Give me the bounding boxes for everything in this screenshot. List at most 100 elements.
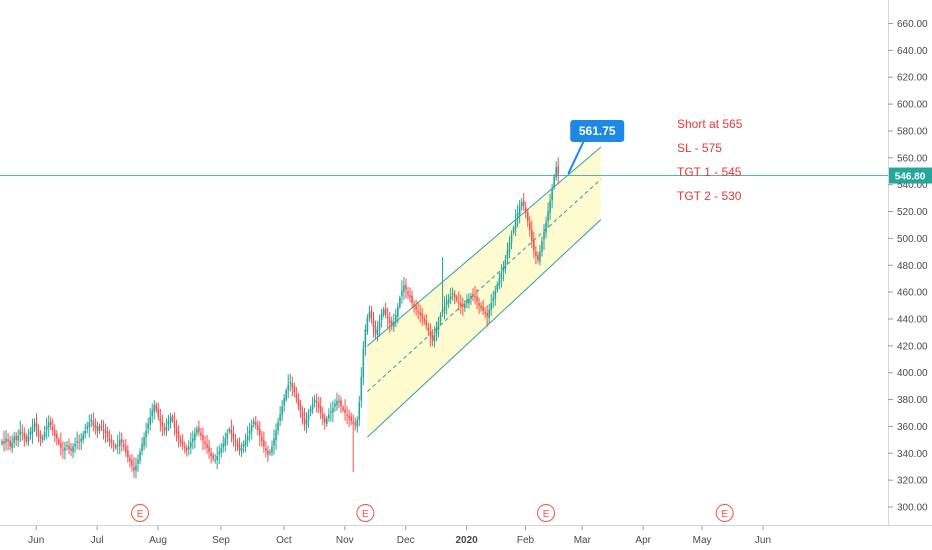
candle	[307, 408, 310, 428]
candle	[285, 388, 287, 402]
candle-body	[352, 421, 354, 424]
candle-body	[141, 443, 143, 452]
candle-body	[256, 425, 259, 431]
candle	[129, 454, 131, 468]
earnings-marker-circle[interactable]	[537, 504, 556, 522]
candle-body	[173, 422, 176, 428]
candle-body	[354, 422, 357, 426]
candle-body	[555, 167, 557, 178]
candle	[220, 442, 223, 458]
candle-body	[35, 422, 38, 431]
candle-body	[518, 206, 521, 215]
candle-body	[127, 450, 129, 458]
candle	[143, 432, 145, 451]
candle	[157, 402, 160, 421]
candle-body	[143, 437, 145, 446]
high-marker-pointer	[567, 139, 586, 175]
candle	[127, 444, 129, 463]
candle	[295, 386, 298, 404]
candle-body	[155, 404, 158, 411]
earnings-marker[interactable]: E	[356, 504, 375, 522]
candle	[196, 425, 198, 437]
earnings-marker[interactable]: E	[537, 504, 556, 522]
candle-body	[362, 348, 365, 378]
trade-annotation[interactable]: TGT 1 - 545	[677, 165, 742, 179]
candle	[358, 395, 361, 427]
candle-body	[66, 445, 68, 447]
earnings-marker[interactable]: E	[131, 504, 150, 522]
candle	[466, 294, 468, 309]
candle-body	[376, 329, 379, 336]
candle-body	[181, 441, 184, 446]
candle	[171, 414, 174, 424]
candle	[506, 242, 509, 265]
trade-annotations[interactable]: Short at 565 SL - 575 TGT 1 - 545 TGT 2 - 5…	[677, 117, 743, 203]
high-marker-label: 561.75	[579, 124, 616, 138]
candle	[90, 414, 93, 428]
candle	[194, 427, 196, 449]
candle-body	[445, 301, 448, 305]
current-price-badge	[889, 167, 932, 184]
earnings-marker-circle[interactable]	[131, 504, 150, 522]
trade-annotation[interactable]: TGT 2 - 530	[677, 189, 742, 203]
trade-annotation[interactable]: SL - 575	[677, 141, 722, 155]
candle	[553, 173, 555, 190]
candle	[27, 429, 30, 447]
channel-lower-line[interactable]	[367, 219, 602, 438]
candle-body	[259, 428, 261, 436]
candle-body	[224, 438, 227, 446]
candle	[557, 157, 560, 185]
candle	[482, 299, 484, 316]
candle-body	[366, 317, 369, 332]
candle	[232, 425, 235, 447]
candle-body	[110, 440, 113, 443]
earnings-marker[interactable]: E	[715, 504, 734, 522]
candle	[411, 290, 413, 309]
candle-body	[374, 326, 377, 334]
candle-body	[395, 314, 397, 321]
candle-body	[171, 416, 174, 422]
channel-upper-line[interactable]	[367, 146, 602, 347]
candle	[486, 305, 488, 327]
candle-body	[27, 435, 30, 442]
candle	[423, 314, 426, 326]
candle-body	[512, 227, 515, 233]
candle	[447, 293, 450, 309]
candle	[338, 394, 340, 409]
price-axis[interactable]: 300.00 320.00 340.00 360.00 380.00 400.00 420.…	[888, 0, 932, 550]
regression-channel[interactable]	[367, 146, 602, 438]
candle	[106, 426, 109, 443]
channel-fill	[367, 147, 601, 438]
candle	[169, 412, 172, 429]
candle-body	[163, 428, 166, 431]
candle	[364, 324, 367, 356]
candle-body	[468, 298, 470, 304]
candle-body	[531, 230, 533, 242]
candle	[484, 307, 486, 319]
candle-body	[307, 414, 310, 420]
candle-body	[198, 427, 200, 432]
time-axis[interactable]: Jun Jul Aug Sep Oct Nov Dec 2020 Feb Mar Apr May Jun	[0, 525, 932, 547]
earnings-marker-circle[interactable]	[356, 504, 375, 522]
candle-body	[488, 309, 490, 318]
time-tick-label: Apr	[635, 535, 651, 546]
candle	[3, 430, 5, 452]
trade-annotation[interactable]: Short at 565	[677, 117, 743, 131]
earnings-marker-circle[interactable]	[715, 504, 734, 522]
candle-body	[263, 440, 265, 447]
price-tick-label: 320.00	[897, 476, 928, 487]
candle-body	[47, 422, 50, 428]
candle	[234, 433, 237, 452]
candle-body	[177, 431, 180, 439]
candle-body	[80, 438, 82, 442]
candle-body	[53, 430, 56, 436]
candle	[120, 432, 123, 452]
candle	[263, 431, 265, 453]
channel-mid-line[interactable]	[367, 178, 602, 392]
candle	[433, 326, 436, 348]
candle-body	[557, 166, 560, 176]
candle	[354, 417, 357, 431]
